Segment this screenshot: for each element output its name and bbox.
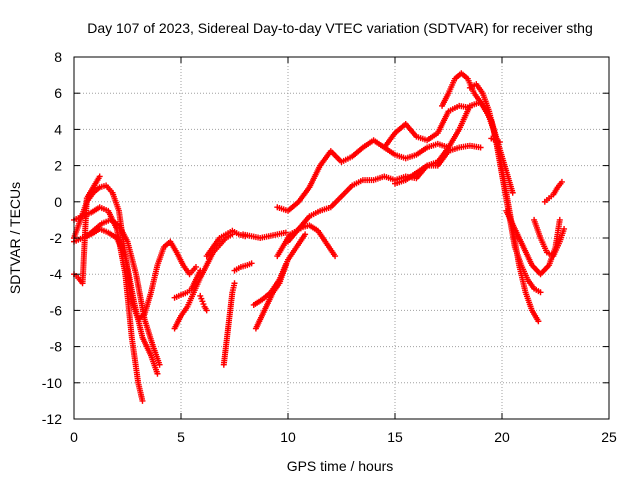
y-tick-label: 2: [54, 158, 62, 174]
data-point-marker: [154, 370, 161, 377]
data-points: [71, 70, 568, 404]
data-point-marker: [200, 301, 207, 308]
data-point-marker: [197, 292, 204, 299]
data-point-marker: [496, 139, 503, 146]
y-tick-label: 0: [54, 194, 62, 210]
y-axis-label: SDTVAR / TECUs: [7, 182, 23, 294]
series-track4: [71, 225, 161, 377]
series-track5: [81, 216, 163, 368]
series-track10: [220, 280, 238, 368]
x-tick-label: 10: [280, 429, 296, 445]
series-track18: [381, 102, 473, 151]
axis-ticks: 0 5 10 15 20 25 -12 -10 -8 -6 -4 -2 0 2 4 6 8: [42, 49, 617, 445]
data-point-marker: [198, 295, 205, 302]
data-point-marker: [139, 397, 146, 404]
y-tick-label: 8: [54, 49, 62, 65]
x-tick-label: 5: [177, 429, 185, 445]
series-track11: [231, 260, 255, 274]
y-tick-label: -8: [50, 339, 63, 355]
chart-title: Day 107 of 2023, Sidereal Day-to-day VTE…: [87, 20, 593, 36]
series-track24: [531, 216, 568, 260]
y-tick-label: -4: [50, 266, 63, 282]
data-point-marker: [282, 229, 289, 236]
data-point-marker: [537, 289, 544, 296]
series-track12: [240, 229, 289, 241]
data-point-marker: [192, 263, 199, 270]
x-tick-label: 15: [387, 429, 403, 445]
y-tick-label: -10: [42, 375, 62, 391]
y-tick-label: -6: [50, 302, 63, 318]
data-point-marker: [302, 231, 309, 238]
data-point-marker: [535, 318, 542, 325]
x-tick-label: 20: [494, 429, 510, 445]
data-point-marker: [561, 225, 568, 232]
data-point-marker: [332, 253, 339, 260]
series-track7: [171, 231, 236, 332]
series-track23: [503, 207, 563, 278]
series-track14: [250, 231, 309, 308]
data-point-marker: [156, 361, 163, 368]
y-tick-label: -2: [50, 230, 63, 246]
data-point-marker: [556, 216, 563, 223]
data-point-marker: [231, 280, 238, 287]
series-track8: [197, 292, 210, 314]
grid-lines: [74, 57, 609, 419]
data-point-marker: [96, 173, 103, 180]
series-track25: [541, 178, 565, 205]
x-tick-label: 25: [601, 429, 617, 445]
x-tick-label: 0: [70, 429, 78, 445]
y-tick-label: 4: [54, 121, 62, 137]
data-point-marker: [203, 307, 210, 314]
data-point-marker: [199, 298, 206, 305]
data-point-marker: [509, 189, 516, 196]
y-tick-label: 6: [54, 85, 62, 101]
series-track22: [488, 135, 503, 146]
data-point-marker: [477, 144, 484, 151]
data-point-marker: [248, 260, 255, 267]
x-axis-label: GPS time / hours: [287, 458, 394, 474]
data-point-marker: [558, 178, 565, 185]
y-tick-label: -12: [42, 411, 62, 427]
